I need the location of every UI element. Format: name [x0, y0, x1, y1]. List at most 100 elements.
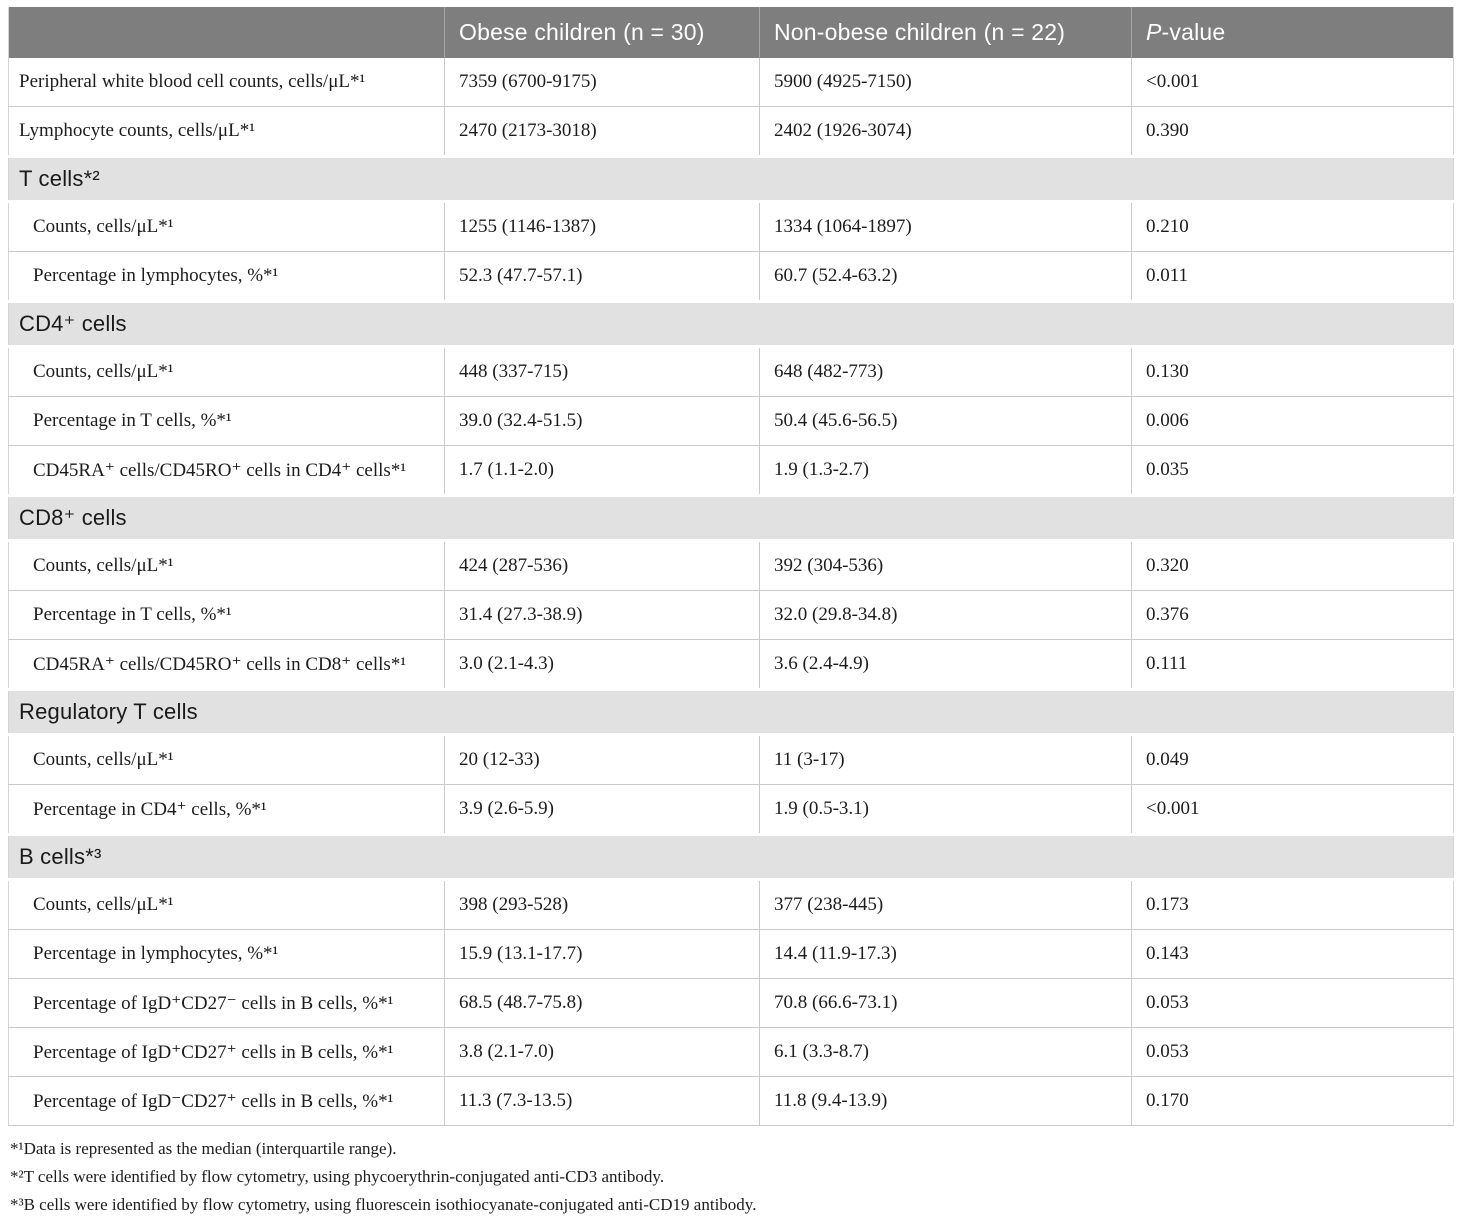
table-row: Counts, cells/μL*¹ 398 (293-528) 377 (238-…: [8, 879, 1454, 930]
nonobese-value: 1.9 (0.5-3.1): [759, 784, 1132, 835]
section-row: CD8⁺ cells: [8, 494, 1454, 542]
table-row: Percentage of IgD⁺CD27⁻ cells in B cells…: [8, 978, 1454, 1028]
table-row: Counts, cells/μL*¹ 424 (287-536) 392 (304-…: [8, 540, 1454, 591]
p-value: 0.130: [1131, 346, 1454, 397]
table-row: Percentage in T cells, %*¹ 39.0 (32.4-51.…: [8, 396, 1454, 446]
obese-value: 7359 (6700-9175): [444, 58, 760, 107]
header-pvalue: P-value: [1131, 7, 1454, 58]
nonobese-value: 32.0 (29.8-34.8): [759, 590, 1132, 640]
table-row: CD45RA⁺ cells/CD45RO⁺ cells in CD4⁺ cell…: [8, 445, 1454, 496]
row-label: Counts, cells/μL*¹: [8, 879, 445, 930]
section-row: CD4⁺ cells: [8, 300, 1454, 348]
table-footnotes: *¹Data is represented as the median (int…: [8, 1135, 1453, 1219]
p-value: 0.049: [1131, 734, 1454, 785]
obese-value: 68.5 (48.7-75.8): [444, 978, 760, 1028]
obese-value: 448 (337-715): [444, 346, 760, 397]
row-label: Percentage of IgD⁺CD27⁻ cells in B cells…: [8, 978, 445, 1028]
nonobese-value: 392 (304-536): [759, 540, 1132, 591]
nonobese-value: 50.4 (45.6-56.5): [759, 396, 1132, 446]
header-empty-cell: [8, 7, 445, 58]
nonobese-value: 14.4 (11.9-17.3): [759, 929, 1132, 979]
header-nonobese-children: Non-obese children (n = 22): [759, 7, 1132, 58]
row-label: Counts, cells/μL*¹: [8, 346, 445, 397]
table-row: Percentage of IgD⁻CD27⁺ cells in B cells…: [8, 1076, 1454, 1126]
lymphocyte-subsets-table: Obese children (n = 30) Non-obese childr…: [8, 7, 1454, 1126]
section-header-label: Regulatory T cells: [8, 688, 1454, 736]
table-row: Percentage in lymphocytes, %*¹ 52.3 (47.7…: [8, 251, 1454, 302]
p-value: 0.111: [1131, 639, 1454, 690]
section-row: T cells*²: [8, 155, 1454, 203]
section-header-label: B cells*³: [8, 833, 1454, 881]
nonobese-value: 11 (3-17): [759, 734, 1132, 785]
row-label: Percentage of IgD⁺CD27⁺ cells in B cells…: [8, 1027, 445, 1077]
row-label: Percentage in T cells, %*¹: [8, 396, 445, 446]
nonobese-value: 5900 (4925-7150): [759, 58, 1132, 107]
p-value: 0.376: [1131, 590, 1454, 640]
p-value: 0.053: [1131, 1027, 1454, 1077]
p-value: 0.011: [1131, 251, 1454, 302]
p-value: 0.035: [1131, 445, 1454, 496]
table-row: Counts, cells/μL*¹ 1255 (1146-1387) 1334 (…: [8, 201, 1454, 252]
nonobese-value: 2402 (1926-3074): [759, 106, 1132, 157]
obese-value: 11.3 (7.3-13.5): [444, 1076, 760, 1126]
p-value: 0.006: [1131, 396, 1454, 446]
obese-value: 15.9 (13.1-17.7): [444, 929, 760, 979]
nonobese-value: 60.7 (52.4-63.2): [759, 251, 1132, 302]
nonobese-value: 1334 (1064-1897): [759, 201, 1132, 252]
table-row: CD45RA⁺ cells/CD45RO⁺ cells in CD8⁺ cell…: [8, 639, 1454, 690]
section-row: B cells*³: [8, 833, 1454, 881]
row-label: Percentage in lymphocytes, %*¹: [8, 251, 445, 302]
p-value: <0.001: [1131, 58, 1454, 107]
row-label: Percentage in CD4⁺ cells, %*¹: [8, 784, 445, 835]
obese-value: 3.9 (2.6-5.9): [444, 784, 760, 835]
nonobese-value: 70.8 (66.6-73.1): [759, 978, 1132, 1028]
section-header-label: CD4⁺ cells: [8, 300, 1454, 348]
row-label: Peripheral white blood cell counts, cell…: [8, 58, 445, 107]
p-value: 0.173: [1131, 879, 1454, 930]
nonobese-value: 377 (238-445): [759, 879, 1132, 930]
table-row: Counts, cells/μL*¹ 448 (337-715) 648 (482-…: [8, 346, 1454, 397]
row-label: Lymphocyte counts, cells/μL*¹: [8, 106, 445, 157]
row-label: CD45RA⁺ cells/CD45RO⁺ cells in CD8⁺ cell…: [8, 639, 445, 690]
pvalue-rest: -value: [1161, 19, 1226, 45]
p-value: 0.390: [1131, 106, 1454, 157]
table-row: Peripheral white blood cell counts, cell…: [8, 58, 1454, 107]
row-label: Counts, cells/μL*¹: [8, 734, 445, 785]
p-value: 0.170: [1131, 1076, 1454, 1126]
p-value: 0.143: [1131, 929, 1454, 979]
obese-value: 1255 (1146-1387): [444, 201, 760, 252]
obese-value: 2470 (2173-3018): [444, 106, 760, 157]
nonobese-value: 6.1 (3.3-8.7): [759, 1027, 1132, 1077]
obese-value: 3.8 (2.1-7.0): [444, 1027, 760, 1077]
row-label: CD45RA⁺ cells/CD45RO⁺ cells in CD4⁺ cell…: [8, 445, 445, 496]
obese-value: 1.7 (1.1-2.0): [444, 445, 760, 496]
table-row: Counts, cells/μL*¹ 20 (12-33) 11 (3-17) 0.0…: [8, 734, 1454, 785]
row-label: Percentage in lymphocytes, %*¹: [8, 929, 445, 979]
nonobese-value: 1.9 (1.3-2.7): [759, 445, 1132, 496]
table-row: Percentage in CD4⁺ cells, %*¹ 3.9 (2.6-5.…: [8, 784, 1454, 835]
obese-value: 398 (293-528): [444, 879, 760, 930]
obese-value: 3.0 (2.1-4.3): [444, 639, 760, 690]
p-value: 0.210: [1131, 201, 1454, 252]
footnote-3: *³B cells were identified by flow cytome…: [10, 1195, 757, 1214]
nonobese-value: 11.8 (9.4-13.9): [759, 1076, 1132, 1126]
row-label: Percentage in T cells, %*¹: [8, 590, 445, 640]
table-row: Percentage in T cells, %*¹ 31.4 (27.3-38.…: [8, 590, 1454, 640]
table-body: Peripheral white blood cell counts, cell…: [8, 58, 1454, 1126]
nonobese-value: 3.6 (2.4-4.9): [759, 639, 1132, 690]
section-header-label: T cells*²: [8, 155, 1454, 203]
footnote-1: *¹Data is represented as the median (int…: [10, 1139, 397, 1158]
table-row: Percentage in lymphocytes, %*¹ 15.9 (13.1…: [8, 929, 1454, 979]
table-header-row: Obese children (n = 30) Non-obese childr…: [8, 7, 1454, 58]
obese-value: 39.0 (32.4-51.5): [444, 396, 760, 446]
header-obese-children: Obese children (n = 30): [444, 7, 760, 58]
p-value: 0.053: [1131, 978, 1454, 1028]
pvalue-italic-p: P: [1146, 19, 1162, 45]
row-label: Counts, cells/μL*¹: [8, 540, 445, 591]
p-value: 0.320: [1131, 540, 1454, 591]
section-row: Regulatory T cells: [8, 688, 1454, 736]
obese-value: 20 (12-33): [444, 734, 760, 785]
obese-value: 424 (287-536): [444, 540, 760, 591]
table-row: Lymphocyte counts, cells/μL*¹ 2470 (2173-…: [8, 106, 1454, 157]
